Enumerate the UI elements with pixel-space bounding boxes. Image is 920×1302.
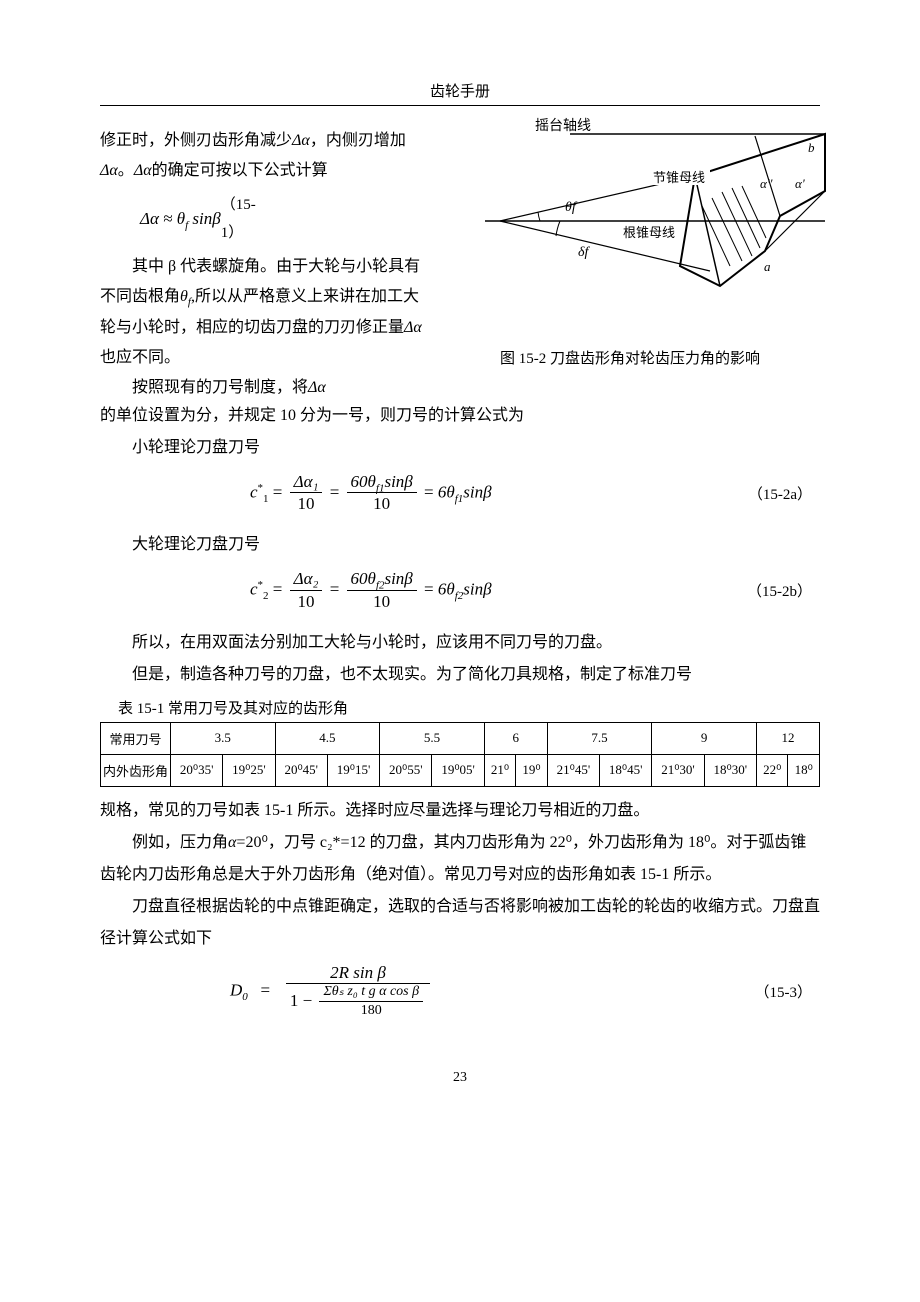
c-3: 19⁰15' <box>327 754 379 786</box>
fig-label-jie: 节锥母线 <box>653 170 705 185</box>
eq2a-f1d: 10 <box>290 493 323 515</box>
eq1-rhs: sinβ <box>188 209 221 228</box>
hdr-2: 5.5 <box>380 722 485 754</box>
row1-label: 常用刀号 <box>101 722 171 754</box>
para1-a: 修正时，外侧刃齿形角减少 <box>100 132 292 149</box>
eq2a-f2nb: sinβ <box>384 472 412 491</box>
c-9: 18⁰45' <box>600 754 652 786</box>
eq-15-3: D0 = 2R sin β 1 − Σθₛ z₀ t g α cos β 180 <box>230 963 433 1020</box>
fig-label-top: 摇台轴线 <box>535 118 591 134</box>
para3-da: Δα <box>308 379 326 396</box>
c-1: 19⁰25' <box>223 754 275 786</box>
eq2a-num: （15-2a） <box>748 483 820 504</box>
hdr-4: 7.5 <box>547 722 652 754</box>
eq-15-1: Δα ≈ θf sinβ <box>140 203 221 235</box>
table-15-1: 常用刀号 3.5 4.5 5.5 6 7.5 9 12 内外齿形角 20⁰35'… <box>100 722 820 787</box>
after-eq-p1: 所以，在用双面法分别加工大轮与小轮时，应该用不同刀号的刀盘。 <box>100 627 820 659</box>
hdr-6: 12 <box>756 722 819 754</box>
eq2b-f1d: 10 <box>290 591 323 613</box>
fig-label-deltaf: δf <box>578 245 591 260</box>
eq-15-2b: c*2 = Δα₂10 = 60θf2sinβ10 = 6θf2sinβ <box>250 569 492 612</box>
table-row: 常用刀号 3.5 4.5 5.5 6 7.5 9 12 <box>101 722 820 754</box>
eq2b-lsub: 2 <box>263 590 269 602</box>
aft-p1: 规格，常见的刀号如表 15-1 所示。选择时应尽量选择与理论刀号相近的刀盘。 <box>100 795 820 827</box>
c-10: 21⁰30' <box>652 754 704 786</box>
row2-label: 内外齿形角 <box>101 754 171 786</box>
para2-theta: θ <box>180 288 188 305</box>
eq3-lsub: 0 <box>242 991 248 1003</box>
para1-b: ，内侧刃增加 <box>310 132 406 149</box>
eq2a-f1n: Δα₁ <box>290 472 323 493</box>
eq-15-2a: c*1 = Δα₁10 = 60θf1sinβ10 = 6θf1sinβ <box>250 472 492 515</box>
eq2b-f2na: 60θ <box>351 569 376 588</box>
eq1-num: （15-1） <box>221 191 430 248</box>
fig-label-app: α'' <box>760 176 773 191</box>
c-6: 21⁰ <box>484 754 515 786</box>
fig-label-ap: α' <box>795 176 805 191</box>
c-2: 20⁰45' <box>275 754 327 786</box>
hdr-1: 4.5 <box>275 722 380 754</box>
c-5: 19⁰05' <box>432 754 484 786</box>
fig-label-thetaf: θf <box>565 200 578 215</box>
eq2b-rb: sinβ <box>463 580 491 599</box>
eq2b-f2nb: sinβ <box>384 569 412 588</box>
page-number: 23 <box>100 1070 820 1086</box>
eq2b-rs: f2 <box>455 590 464 602</box>
para2-da: Δα <box>404 319 422 336</box>
aft-p3: 刀盘直径根据齿轮的中点锥距确定，选取的合适与否将影响被加工齿轮的轮齿的收缩方式。… <box>100 891 820 955</box>
figure-15-2: 摇台轴线 节锥母线 <box>430 116 830 368</box>
after-eq-p2: 但是，制造各种刀号的刀盘，也不太现实。为了简化刀具规格，制定了标准刀号 <box>100 659 820 691</box>
eq3-num-label: （15-3） <box>755 981 821 1002</box>
eq3-lhs: D <box>230 980 242 999</box>
hdr-3: 6 <box>484 722 547 754</box>
delta-alpha-2: Δα <box>100 162 118 179</box>
eq2b-f1n: Δα₂ <box>290 569 323 590</box>
fig-label-b: b <box>808 140 815 155</box>
hdr-0: 3.5 <box>171 722 276 754</box>
delta-alpha-3: Δα <box>134 162 152 179</box>
fig-label-a: a <box>764 259 771 274</box>
eq2b-lhs: c <box>250 580 258 599</box>
para3-a: 按照现有的刀号制度，将 <box>132 379 308 396</box>
eq2a-lsub: 1 <box>263 493 269 505</box>
eq2a-rs: f1 <box>455 493 464 505</box>
c-12: 22⁰ <box>756 754 787 786</box>
aft-p2a: 例如，压力角 <box>132 834 228 851</box>
page-header: 齿轮手册 <box>100 80 820 106</box>
eq3-dena: 1 − <box>290 991 312 1010</box>
eq2a-f2d: 10 <box>347 493 417 515</box>
c-7: 19⁰ <box>516 754 547 786</box>
table-row: 内外齿形角 20⁰35' 19⁰25' 20⁰45' 19⁰15' 20⁰55'… <box>101 754 820 786</box>
eq1-lhs: Δα ≈ θ <box>140 209 185 228</box>
eq2b-ra: 6θ <box>438 580 455 599</box>
c-0: 20⁰35' <box>171 754 223 786</box>
eq2b-f2d: 10 <box>347 591 417 613</box>
c-4: 20⁰55' <box>380 754 432 786</box>
eq3-num: 2R sin β <box>286 963 430 984</box>
eq2b-num: （15-2b） <box>747 580 820 601</box>
eq2a-ra: 6θ <box>438 482 455 501</box>
para3-b: 的单位设置为分，并规定 10 分为一号，则刀号的计算公式为 <box>100 407 524 424</box>
c-13: 18⁰ <box>788 754 820 786</box>
figure-caption: 图 15-2 刀盘齿形角对轮齿压力角的影响 <box>430 347 830 368</box>
para2-c: 也应不同。 <box>100 349 180 366</box>
hdr-5: 9 <box>652 722 757 754</box>
table-title: 表 15-1 常用刀号及其对应的齿形角 <box>118 697 820 718</box>
c-8: 21⁰45' <box>547 754 599 786</box>
para1-c: 。 <box>118 162 134 179</box>
mid1-text: 大轮理论刀盘刀号 <box>100 529 820 561</box>
eq3-dfb: 180 <box>319 1002 423 1020</box>
eq2a-rb: sinβ <box>463 482 491 501</box>
delta-alpha-1: Δα <box>292 132 310 149</box>
eq2a-lhs: c <box>250 482 258 501</box>
para1-d: 的确定可按以下公式计算 <box>152 162 328 179</box>
eq3-dft: Σθₛ z₀ t g α cos β <box>319 984 423 1002</box>
fig-label-gen: 根锥母线 <box>623 225 675 240</box>
c-11: 18⁰30' <box>704 754 756 786</box>
eq2a-f2na: 60θ <box>351 472 376 491</box>
para4: 小轮理论刀盘刀号 <box>100 432 820 464</box>
